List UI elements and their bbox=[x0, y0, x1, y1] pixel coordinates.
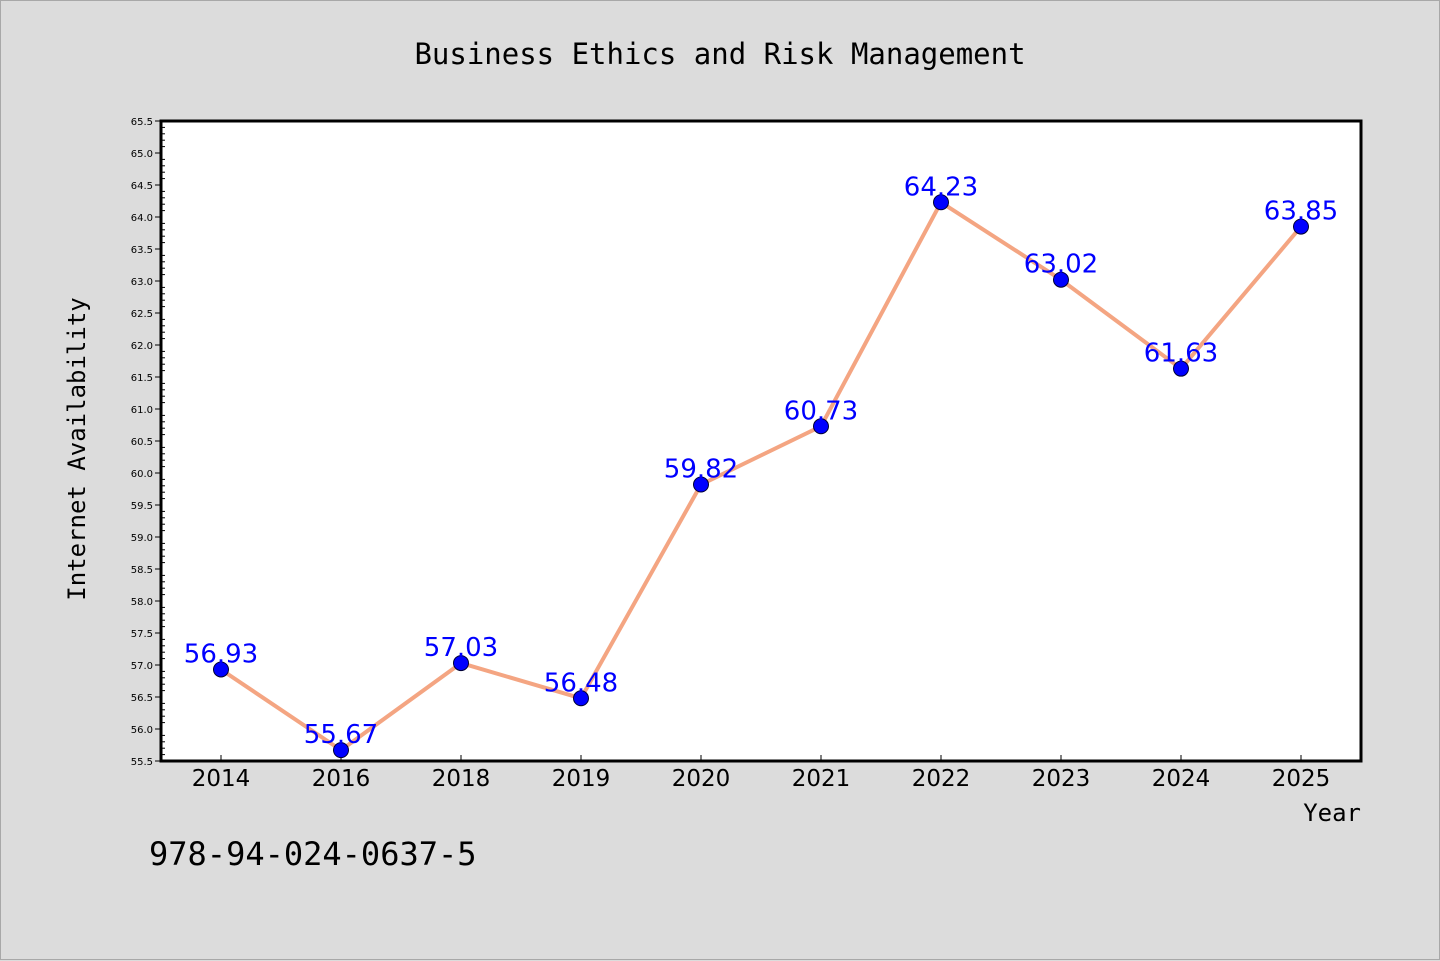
y-tick-label: 60.0 bbox=[131, 469, 153, 480]
plot-frame bbox=[159, 119, 1363, 763]
y-tick-label: 62.0 bbox=[131, 341, 153, 352]
data-label: 56.93 bbox=[184, 639, 258, 669]
x-tick-label: 2016 bbox=[312, 766, 371, 792]
x-axis-title: Year bbox=[1303, 799, 1361, 827]
data-point bbox=[453, 655, 469, 672]
y-tick-label: 64.0 bbox=[131, 213, 153, 224]
data-point bbox=[813, 418, 829, 435]
isbn-text: 978-94-024-0637-5 bbox=[149, 835, 477, 873]
y-tick-label: 61.0 bbox=[131, 405, 153, 416]
x-tick-label: 2020 bbox=[672, 766, 731, 792]
y-tick-label: 58.0 bbox=[131, 597, 153, 608]
y-tick-label: 62.5 bbox=[131, 309, 153, 320]
data-point bbox=[333, 742, 349, 759]
plot-area bbox=[161, 121, 1361, 761]
y-tick-label: 59.0 bbox=[131, 533, 153, 544]
y-axis-title: Internet Availability bbox=[63, 297, 91, 600]
x-tick-label: 2025 bbox=[1272, 766, 1331, 792]
data-label: 57.03 bbox=[424, 633, 498, 663]
data-point bbox=[693, 476, 709, 493]
y-tick-label: 60.5 bbox=[131, 437, 153, 448]
x-axis-ticks: 2014 2016 2018 2019 2020 2021 2022 2023 2024 2025 bbox=[192, 755, 1331, 792]
data-point bbox=[1173, 360, 1189, 377]
chart-title: Business Ethics and Risk Management bbox=[414, 37, 1025, 71]
data-label: 61.63 bbox=[1144, 339, 1218, 369]
x-tick-label: 2022 bbox=[912, 766, 971, 792]
y-tick-label: 59.5 bbox=[131, 501, 153, 512]
y-tick-label: 64.5 bbox=[131, 181, 153, 192]
series-layer bbox=[213, 194, 1309, 759]
y-tick-label: 65.5 bbox=[131, 117, 153, 128]
data-label: 56.48 bbox=[544, 668, 618, 698]
x-tick-label: 2023 bbox=[1032, 766, 1091, 792]
y-tick-label: 55.5 bbox=[131, 757, 153, 768]
x-tick-label: 2024 bbox=[1152, 766, 1211, 792]
data-label: 63.02 bbox=[1024, 250, 1098, 280]
data-label: 55.67 bbox=[304, 720, 378, 750]
y-tick-label: 61.5 bbox=[131, 373, 153, 384]
x-tick-label: 2018 bbox=[432, 766, 491, 792]
y-tick-label: 63.0 bbox=[131, 277, 153, 288]
y-tick-label: 63.5 bbox=[131, 245, 153, 256]
y-tick-label: 56.5 bbox=[131, 693, 153, 704]
y-tick-label: 57.5 bbox=[131, 629, 153, 640]
y-axis-ticks: 55.5 56.0 56.5 57.0 57.5 58.0 58.5 59.0 59.5 60.0… bbox=[131, 117, 165, 768]
series-line bbox=[219, 200, 1303, 753]
data-label: 60.73 bbox=[784, 396, 858, 426]
y-tick-label: 58.5 bbox=[131, 565, 153, 576]
y-tick-label: 56.0 bbox=[131, 725, 153, 736]
data-point bbox=[1293, 218, 1309, 235]
data-point bbox=[1053, 271, 1069, 288]
data-label: 59.82 bbox=[664, 455, 738, 485]
data-label: 64.23 bbox=[904, 172, 978, 202]
y-tick-label: 65.0 bbox=[131, 149, 153, 160]
data-point bbox=[573, 690, 589, 707]
x-tick-label: 2019 bbox=[552, 766, 611, 792]
y-tick-label: 57.0 bbox=[131, 661, 153, 672]
data-point bbox=[933, 194, 949, 211]
data-label: 63.85 bbox=[1264, 197, 1338, 227]
data-labels: 56.93 55.67 57.03 56.48 59.82 60.73 64.23 63.02… bbox=[184, 172, 1338, 750]
x-tick-label: 2021 bbox=[792, 766, 851, 792]
x-tick-label: 2014 bbox=[192, 766, 251, 792]
data-point bbox=[213, 661, 229, 678]
